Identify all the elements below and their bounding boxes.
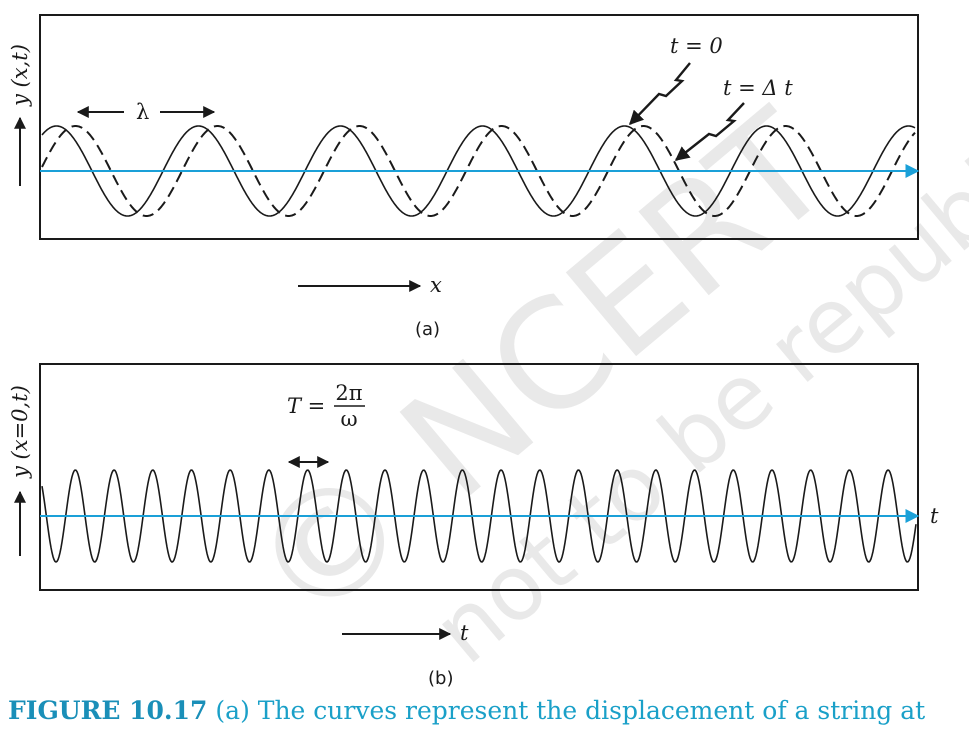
- watermark: © NCERT not to be republished: [219, 0, 969, 684]
- panel-b-x-label: t: [460, 621, 469, 645]
- panel-a-x-label: x: [430, 273, 442, 297]
- panel-b-axis-end-label: t: [930, 504, 939, 528]
- lambda-label: λ: [136, 100, 149, 124]
- curve-t-delta: [41, 125, 916, 217]
- panel-b-frame: [39, 363, 919, 591]
- panel-b: t y (x=0,t) T = 2π ω t (b): [8, 363, 939, 689]
- panel-b-y-label: y (x=0,t): [8, 385, 32, 479]
- figure-number: FIGURE 10.17: [8, 696, 208, 725]
- caption-text: (a) The curves represent the displacemen…: [215, 696, 926, 725]
- panel-a-frame: [39, 14, 919, 240]
- t-delta-pointer: [674, 102, 745, 161]
- curve-t0: [41, 125, 916, 217]
- figure-caption: FIGURE 10.17 (a) The curves represent the…: [8, 696, 963, 725]
- t-delta-label: t = Δ t: [723, 76, 793, 100]
- oscillation-at-origin: [41, 469, 917, 563]
- wave-figure: © NCERT not to be republished y (x,t) λ …: [8, 0, 969, 689]
- panel-b-sublabel: (b): [428, 668, 453, 689]
- t0-pointer: [628, 62, 691, 126]
- t0-label: t = 0: [670, 34, 723, 58]
- period-label: T =: [287, 394, 325, 418]
- period-numerator: 2π: [335, 381, 362, 405]
- panel-a-sublabel: (a): [415, 319, 440, 340]
- panel-a: y (x,t) λ t = 0 t = Δ t x (a): [8, 14, 920, 340]
- panel-a-y-label: y (x,t): [8, 44, 32, 107]
- period-denominator: ω: [340, 407, 357, 431]
